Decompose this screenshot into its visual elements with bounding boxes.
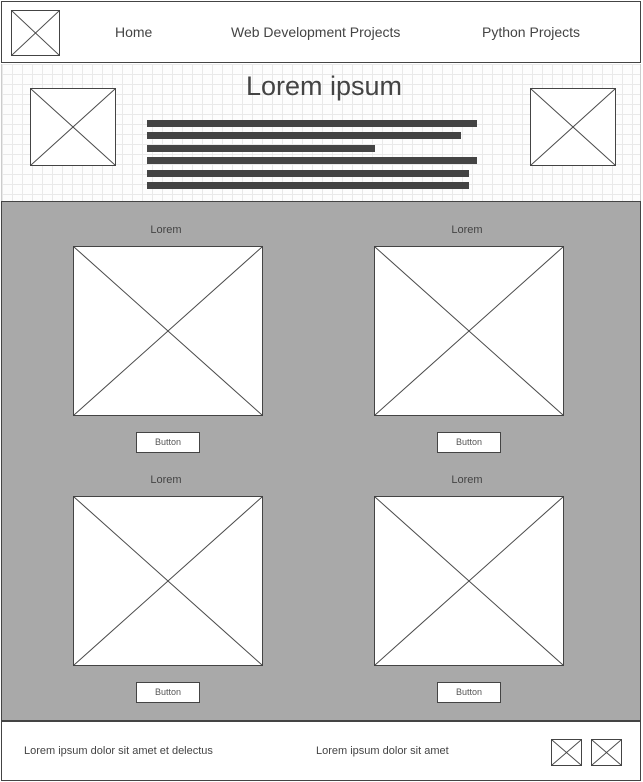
card-button[interactable]: Button [136, 432, 200, 453]
hero-image-placeholder-right [530, 88, 616, 166]
footer-icon-placeholder[interactable] [591, 739, 622, 766]
card-image-placeholder [73, 246, 263, 416]
text-line [147, 170, 469, 177]
logo-image-placeholder[interactable] [11, 10, 60, 56]
top-nav: Home Web Development Projects Python Pro… [1, 1, 641, 63]
card-title: Lorem [150, 224, 182, 236]
text-line [147, 120, 477, 127]
card-title: Lorem [451, 474, 483, 486]
card-image-placeholder [73, 496, 263, 666]
card-button[interactable]: Button [437, 432, 501, 453]
text-line [147, 157, 477, 164]
footer-text-left: Lorem ipsum dolor sit amet et delectus [24, 745, 213, 757]
hero-section: Lorem ipsum [1, 64, 641, 201]
nav-link-python-projects[interactable]: Python Projects [482, 24, 581, 40]
card-image-placeholder [374, 246, 564, 416]
nav-link-web-development-projects[interactable]: Web Development Projects [231, 24, 401, 40]
text-line [147, 132, 461, 139]
footer-text-right: Lorem ipsum dolor sit amet [316, 745, 449, 757]
hero-image-placeholder-left [30, 88, 116, 166]
card-title: Lorem [451, 224, 483, 236]
nav-link-home[interactable]: Home [115, 24, 153, 40]
card-button[interactable]: Button [136, 682, 200, 703]
projects-grid: Lorem Button Lorem Button Lorem Button L… [1, 201, 641, 721]
text-line [147, 145, 375, 152]
card-image-placeholder [374, 496, 564, 666]
footer: Lorem ipsum dolor sit amet et delectus L… [1, 721, 641, 781]
text-line [147, 182, 469, 189]
hero-title: Lorem ipsum [245, 71, 403, 101]
footer-icon-placeholder[interactable] [551, 739, 582, 766]
card-title: Lorem [150, 474, 182, 486]
card-button[interactable]: Button [437, 682, 501, 703]
